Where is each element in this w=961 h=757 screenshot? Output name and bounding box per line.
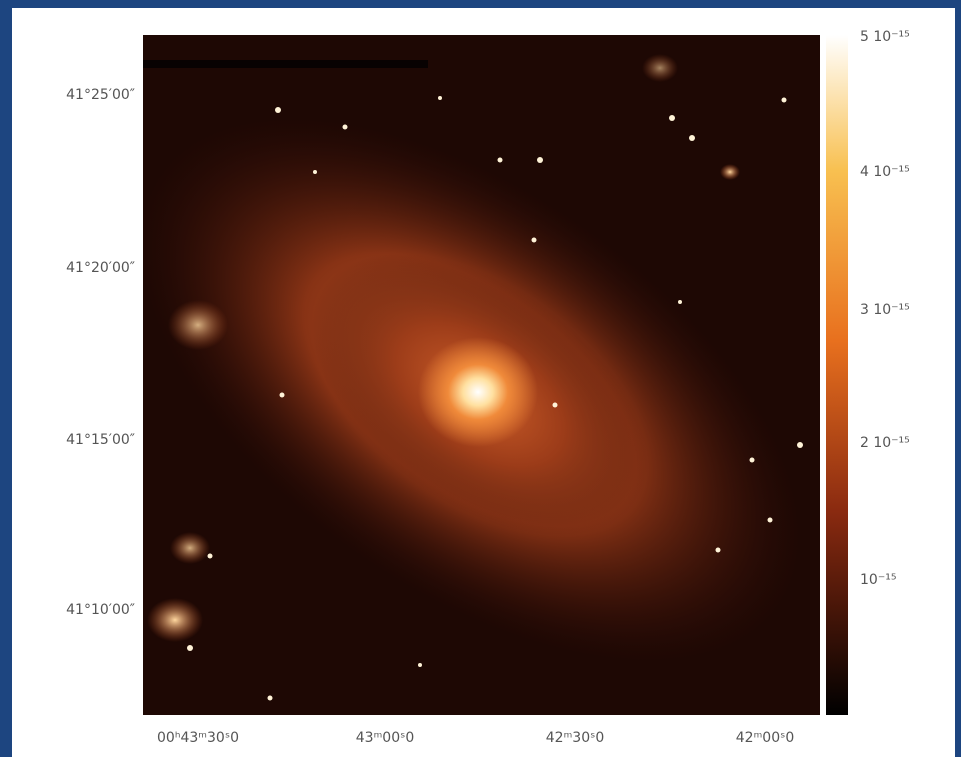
colorbar-label: 5 10⁻¹⁵ <box>860 29 910 45</box>
x-axis-label: 00ʰ43ᵐ30ˢ0 <box>157 730 239 746</box>
colorbar-label: 4 10⁻¹⁵ <box>860 164 910 180</box>
colorbar-label: 3 10⁻¹⁵ <box>860 302 910 318</box>
y-axis-label: 41°25′00″ <box>66 87 135 103</box>
colorbar-label: 10⁻¹⁵ <box>860 572 896 588</box>
figure: 41°25′00″ 41°20′00″ 41°15′00″ 41°10′00″ 00ʰ4… <box>0 0 961 757</box>
colorbar <box>826 35 848 715</box>
galaxy-image <box>44 8 896 757</box>
y-axis-label: 41°10′00″ <box>66 602 135 618</box>
colorbar-label: 2 10⁻¹⁵ <box>860 435 910 451</box>
x-axis-label: 42ᵐ00ˢ0 <box>736 730 794 746</box>
x-axis-label: 43ᵐ00ˢ0 <box>356 730 414 746</box>
y-axis-label: 41°20′00″ <box>66 260 135 276</box>
y-axis-label: 41°15′00″ <box>66 432 135 448</box>
page: 41°25′00″ 41°20′00″ 41°15′00″ 41°10′00″ 00ʰ4… <box>0 0 961 757</box>
x-axis-label: 42ᵐ30ˢ0 <box>546 730 604 746</box>
